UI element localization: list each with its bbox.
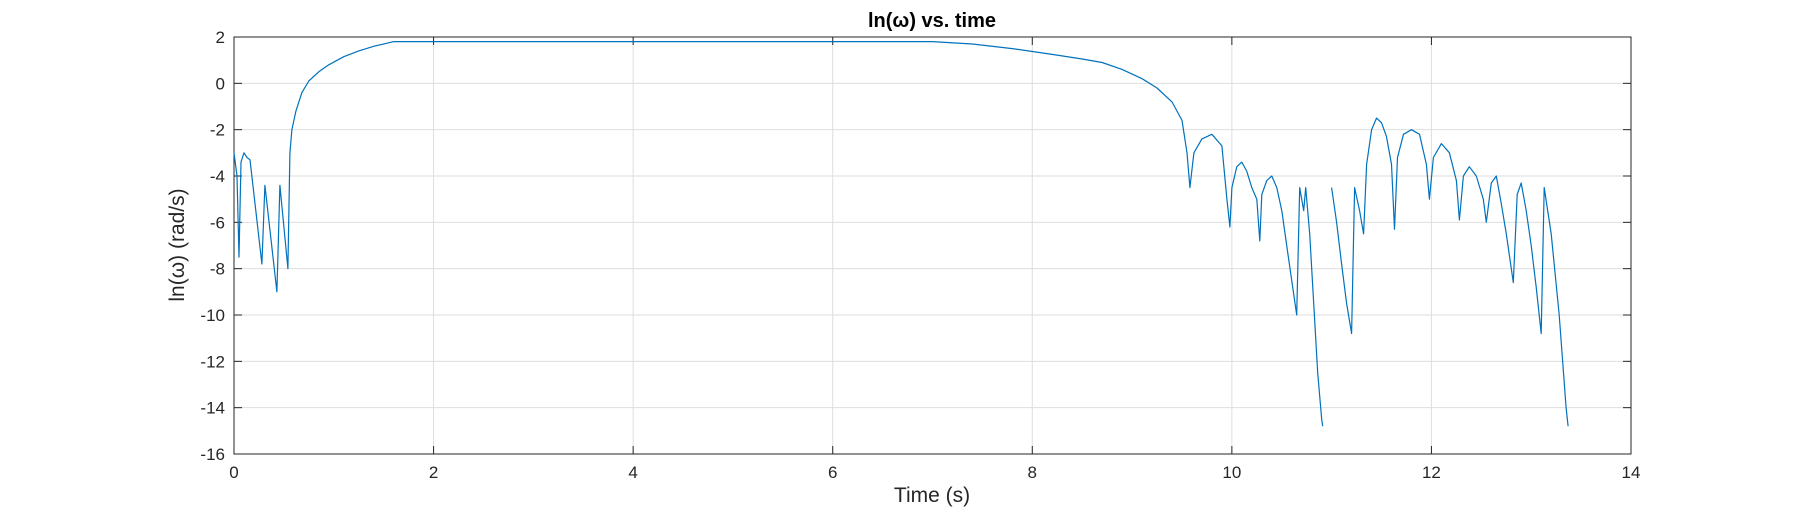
x-tick-label: 4 [628,463,637,482]
x-tick-label: 8 [1028,463,1037,482]
y-axis-label: ln(ω) (rad/s) [166,188,189,301]
y-tick-label: -6 [210,213,225,232]
xtick-labels: 0 2 4 6 8 10 12 14 [229,463,1640,482]
x-tick-label: 12 [1422,463,1441,482]
y-tick-label: 0 [216,74,225,93]
x-tick-label: 6 [828,463,837,482]
x-tick-label: 2 [429,463,438,482]
chart-title: ln(ω) vs. time [868,10,996,32]
series-line-segment [233,40,1324,427]
y-tick-label: -8 [210,260,225,279]
y-tick-label: -16 [200,445,225,464]
plot-frame [233,36,1632,455]
y-tick-label: -12 [200,352,225,371]
y-tick-label: -4 [210,167,225,186]
x-tick-label: 10 [1222,463,1241,482]
y-tick-label: -14 [200,399,225,418]
ytick-labels: 2 0 -2 -4 -6 -8 -10 -12 -14 -16 [200,28,225,464]
series [233,40,1569,427]
x-tick-label: 14 [1622,463,1641,482]
y-tick-label: -2 [210,121,225,140]
grid [234,37,1631,454]
x-tick-label: 0 [229,463,238,482]
series-line-segment [1331,117,1569,427]
x-axis-label: Time (s) [894,484,970,507]
y-tick-label: 2 [216,28,225,47]
y-tick-label: -10 [200,306,225,325]
